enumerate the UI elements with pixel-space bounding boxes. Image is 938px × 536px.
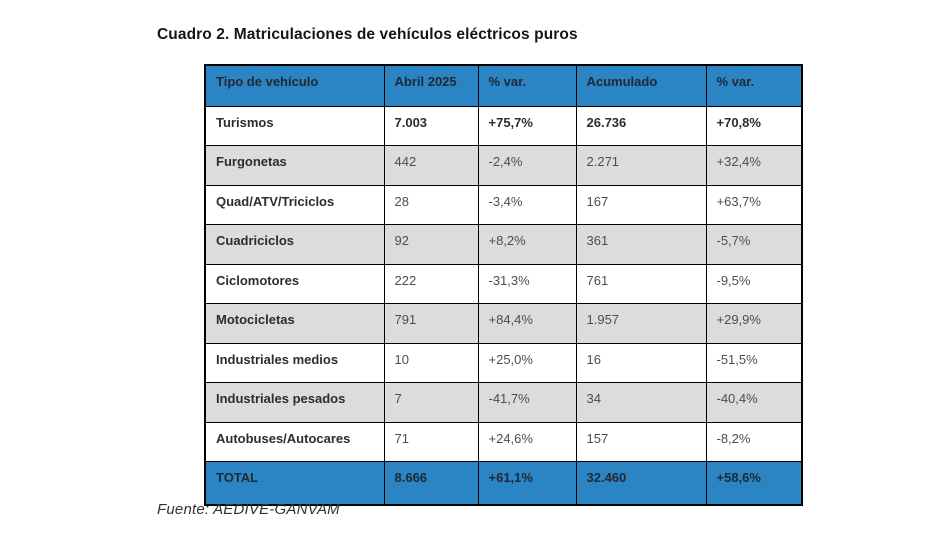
cell-value: 26.736: [575, 105, 707, 146]
cell-value: 1.957: [575, 303, 707, 344]
cell-value: -41,7%: [477, 382, 577, 423]
cell-value: -3,4%: [477, 184, 577, 225]
column-header-var-1: % var.: [477, 64, 577, 107]
cell-value: +8,2%: [477, 224, 577, 265]
table-row: Autobuses/Autocares 71 +24,6% 157 -8,2%: [204, 421, 803, 462]
cell-value: +58,6%: [705, 461, 803, 505]
row-label: TOTAL: [204, 461, 385, 505]
cell-value: -9,5%: [705, 263, 803, 304]
cell-value: 167: [575, 184, 707, 225]
row-label: Ciclomotores: [204, 263, 385, 304]
row-label: Turismos: [204, 105, 385, 146]
cell-value: -8,2%: [705, 421, 803, 462]
cell-value: 8.666: [383, 461, 479, 505]
cell-value: +84,4%: [477, 303, 577, 344]
cell-value: 32.460: [575, 461, 707, 505]
column-header-tipo: Tipo de vehículo: [204, 64, 385, 107]
table-row: Turismos 7.003 +75,7% 26.736 +70,8%: [204, 105, 803, 146]
cell-value: 71: [383, 421, 479, 462]
source-note: Fuente: AEDIVE-GANVAM: [157, 501, 340, 518]
cell-value: +70,8%: [705, 105, 803, 146]
table-row: Cuadriciclos 92 +8,2% 361 -5,7%: [204, 224, 803, 265]
cell-value: 157: [575, 421, 707, 462]
row-label: Industriales pesados: [204, 382, 385, 423]
column-header-abril: Abril 2025: [383, 64, 479, 107]
cell-value: +29,9%: [705, 303, 803, 344]
cell-value: -5,7%: [705, 224, 803, 265]
row-label: Quad/ATV/Triciclos: [204, 184, 385, 225]
row-label: Autobuses/Autocares: [204, 421, 385, 462]
cell-value: 361: [575, 224, 707, 265]
cell-value: 791: [383, 303, 479, 344]
total-row: TOTAL 8.666 +61,1% 32.460 +58,6%: [204, 461, 803, 505]
row-label: Industriales medios: [204, 342, 385, 383]
cell-value: +25,0%: [477, 342, 577, 383]
cell-value: 92: [383, 224, 479, 265]
header-row: Tipo de vehículo Abril 2025 % var. Acumu…: [204, 64, 803, 107]
cell-value: -31,3%: [477, 263, 577, 304]
cell-value: 10: [383, 342, 479, 383]
table-title: Cuadro 2. Matriculaciones de vehículos e…: [157, 26, 578, 43]
cell-value: 222: [383, 263, 479, 304]
cell-value: +24,6%: [477, 421, 577, 462]
row-label: Motocicletas: [204, 303, 385, 344]
column-header-acumulado: Acumulado: [575, 64, 707, 107]
table-row: Quad/ATV/Triciclos 28 -3,4% 167 +63,7%: [204, 184, 803, 225]
table-row: Motocicletas 791 +84,4% 1.957 +29,9%: [204, 303, 803, 344]
cell-value: +63,7%: [705, 184, 803, 225]
cell-value: 442: [383, 145, 479, 186]
cell-value: 7.003: [383, 105, 479, 146]
table-row: Industriales medios 10 +25,0% 16 -51,5%: [204, 342, 803, 383]
column-header-var-2: % var.: [705, 64, 803, 107]
cell-value: 7: [383, 382, 479, 423]
cell-value: 28: [383, 184, 479, 225]
row-label: Furgonetas: [204, 145, 385, 186]
cell-value: -51,5%: [705, 342, 803, 383]
cell-value: +61,1%: [477, 461, 577, 505]
table-row: Furgonetas 442 -2,4% 2.271 +32,4%: [204, 145, 803, 186]
vehicle-registrations-table: Tipo de vehículo Abril 2025 % var. Acumu…: [204, 64, 803, 506]
cell-value: 761: [575, 263, 707, 304]
cell-value: +75,7%: [477, 105, 577, 146]
cell-value: 34: [575, 382, 707, 423]
table-row: Industriales pesados 7 -41,7% 34 -40,4%: [204, 382, 803, 423]
cell-value: 2.271: [575, 145, 707, 186]
cell-value: 16: [575, 342, 707, 383]
cell-value: -40,4%: [705, 382, 803, 423]
row-label: Cuadriciclos: [204, 224, 385, 265]
cell-value: +32,4%: [705, 145, 803, 186]
cell-value: -2,4%: [477, 145, 577, 186]
table-row: Ciclomotores 222 -31,3% 761 -9,5%: [204, 263, 803, 304]
